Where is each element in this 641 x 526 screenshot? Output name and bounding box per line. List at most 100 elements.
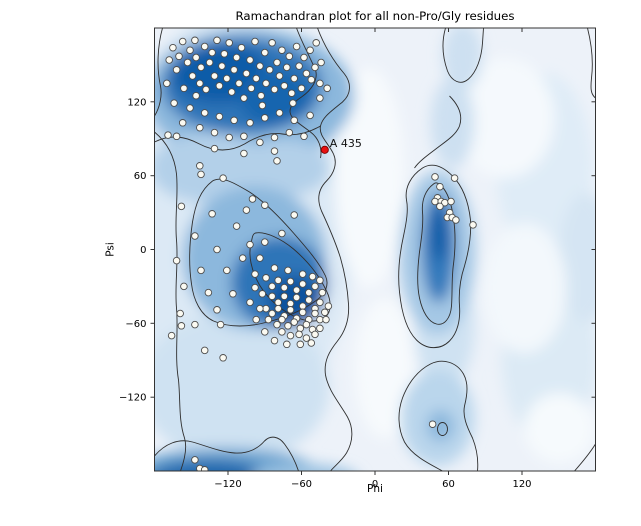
y-tick-label: −120 (119, 393, 146, 404)
y-tick-label: 60 (134, 171, 147, 182)
residue-point (273, 157, 281, 165)
residue-point (213, 306, 221, 314)
residue-point (242, 206, 251, 214)
residue-point (261, 328, 269, 336)
residue-point (302, 320, 311, 329)
residue-point (196, 79, 204, 88)
contour-lefthanded-outer (398, 164, 472, 349)
residue-point (261, 114, 269, 122)
residue-point (286, 331, 295, 340)
residue-point (252, 74, 260, 83)
residue-point (242, 69, 251, 78)
contour-west-outer (154, 131, 187, 471)
residue-point (297, 84, 306, 93)
residue-point (238, 254, 247, 262)
residue-point (196, 162, 204, 170)
residue-point (270, 264, 279, 272)
residue-point (436, 182, 444, 191)
residue-point (200, 109, 209, 117)
residue-point (180, 84, 188, 93)
residue-point (324, 302, 333, 310)
residue-point (316, 79, 324, 88)
residue-point (286, 299, 295, 308)
residue-point (240, 149, 248, 158)
residue-point (285, 52, 294, 61)
residue-point (290, 116, 298, 125)
residue-point (246, 240, 254, 249)
contour-bottom-blob (398, 360, 479, 471)
residue-point (274, 298, 282, 307)
residue-point (256, 304, 264, 313)
contour-beta-west (154, 28, 163, 117)
residue-point (240, 94, 248, 102)
residue-point (210, 144, 219, 153)
residue-point (183, 58, 192, 67)
residue-point (284, 322, 292, 330)
residue-point (251, 37, 259, 46)
residue-point (232, 222, 241, 230)
residue-point (306, 46, 314, 54)
residue-point (237, 43, 246, 52)
residue-point (200, 346, 209, 355)
residue-point (175, 52, 183, 61)
residue-point (318, 288, 327, 297)
residue-point (219, 174, 227, 182)
residue-point (302, 334, 311, 342)
residue-point (322, 315, 330, 324)
residue-point (258, 101, 267, 110)
residue-point (219, 354, 227, 362)
residue-point (323, 84, 331, 93)
residue-point (447, 197, 455, 206)
residue-point (316, 94, 324, 102)
residue-point (218, 62, 226, 70)
residue-point (321, 308, 329, 317)
residue-point (285, 128, 294, 137)
residue-point (275, 72, 284, 80)
contour-beta-bottom (154, 125, 321, 151)
residue-point (307, 339, 316, 347)
residue-point (176, 309, 184, 318)
residue-point (248, 195, 257, 203)
residue-point (286, 277, 295, 286)
residue-point (165, 56, 173, 64)
residue-point (262, 274, 270, 282)
residue-point (298, 270, 307, 278)
residue-point (251, 283, 259, 292)
residue-point (196, 123, 204, 132)
residue-point (215, 82, 224, 90)
residue-point (192, 91, 200, 100)
residue-point (428, 420, 437, 428)
residue-point (170, 99, 178, 107)
contour-bottom-right-corner (574, 443, 596, 471)
residue-point (256, 254, 264, 262)
x-tick-label: 0 (372, 479, 378, 490)
residue-point (186, 104, 194, 112)
residue-point (312, 39, 320, 47)
residue-point (302, 69, 311, 78)
residue-point (186, 46, 194, 54)
residue-point (316, 315, 324, 324)
residue-point (197, 170, 205, 179)
residue-point (197, 63, 205, 72)
residue-point (306, 111, 314, 120)
residue-point (191, 320, 199, 329)
residue-point (205, 58, 214, 67)
residue-point (247, 84, 256, 93)
residue-point (235, 79, 243, 88)
residue-point (188, 72, 197, 80)
residue-point (172, 132, 181, 141)
residue-point (262, 79, 270, 88)
contour-alpha-outer (189, 178, 328, 327)
y-tick-label: −60 (125, 319, 146, 330)
residue-point (278, 315, 286, 324)
residue-point (178, 37, 187, 46)
residue-point (298, 302, 307, 310)
residue-point (204, 288, 213, 297)
x-axis-label: Phi (367, 483, 383, 495)
residue-point (273, 320, 281, 329)
residue-point (268, 282, 276, 291)
residue-point (262, 304, 270, 313)
highlight-point-group: A 435 (320, 137, 362, 154)
residue-point (172, 256, 181, 265)
